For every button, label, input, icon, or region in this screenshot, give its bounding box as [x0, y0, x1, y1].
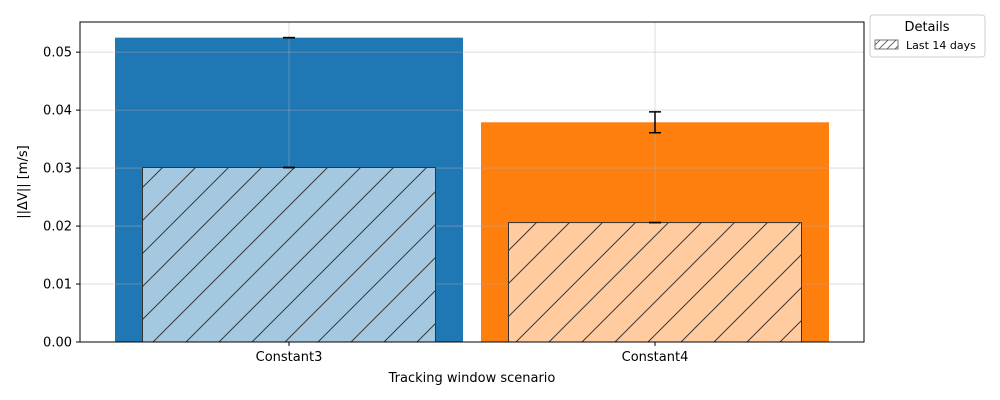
y-tick-label: 0.00: [43, 336, 72, 351]
plot-frame: [79, 21, 865, 343]
y-tick-label: 0.03: [43, 162, 72, 177]
legend-swatch-hatched: [874, 39, 899, 50]
bar-hatch-constant3: [142, 167, 436, 343]
hatched-bars-layer: [142, 167, 802, 343]
bar-hatch-constant4: [508, 222, 802, 343]
y-tick-label: 0.02: [43, 220, 72, 235]
x-tick-label: Constant4: [622, 350, 689, 365]
y-tick-label: 0.04: [43, 104, 72, 119]
y-tick-label: 0.01: [43, 278, 72, 293]
y-axis-label: ||ΔV|| [m/s]: [16, 145, 31, 218]
legend-title: Details: [904, 20, 949, 35]
legend: Details Last 14 days: [869, 14, 986, 58]
legend-box: [869, 14, 986, 58]
y-tick-label: 0.05: [43, 46, 72, 61]
error-bars-layer: [283, 36, 661, 224]
x-axis: Constant3 Constant4: [256, 342, 689, 365]
x-axis-label: Tracking window scenario: [388, 371, 556, 386]
x-tick-label: Constant3: [256, 350, 323, 365]
y-axis: 0.00 0.01 0.02 0.03 0.04 0.05: [43, 46, 80, 351]
legend-entry-last-14-days: Last 14 days: [906, 39, 976, 52]
